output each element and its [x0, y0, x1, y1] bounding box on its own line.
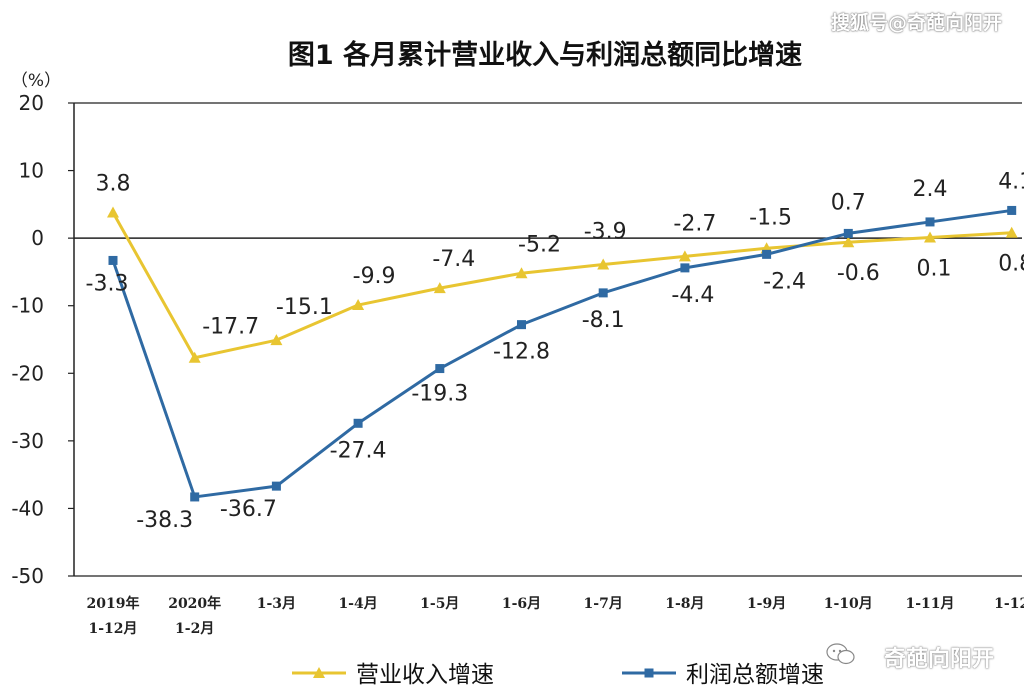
y-axis-unit-label: （%）	[11, 71, 61, 91]
data-label-profit: -19.3	[411, 382, 468, 407]
legend-label-profit: 利润总额增速	[686, 662, 824, 688]
x-tick-label: 2020年	[168, 595, 221, 612]
x-tick-label: 1-2月	[175, 621, 214, 637]
x-tick-label: 1-4月	[338, 596, 377, 612]
data-label-profit: 4.1	[998, 169, 1024, 194]
x-tick-label: 1-8月	[665, 596, 704, 612]
series-line-profit	[111, 208, 1012, 499]
legend-marker-revenue	[313, 667, 325, 678]
data-label-revenue: 0.1	[917, 256, 952, 281]
data-point-profit	[925, 217, 935, 227]
y-tick-label: 0	[31, 226, 44, 250]
y-tick-label: -40	[11, 496, 44, 520]
data-point-revenue	[597, 258, 610, 270]
data-point-profit	[353, 418, 363, 428]
data-point-profit	[843, 228, 853, 238]
x-tick-label: 1-12	[994, 596, 1024, 612]
y-tick-label: -50	[11, 564, 44, 588]
data-label-profit: 2.4	[913, 177, 948, 202]
data-point-revenue	[515, 267, 528, 279]
y-tick-label: 20	[19, 91, 44, 115]
series-line-revenue	[111, 211, 1012, 360]
data-label-revenue: -17.7	[202, 315, 259, 340]
data-point-profit	[435, 364, 445, 374]
data-point-revenue	[842, 236, 855, 248]
data-point-profit	[598, 288, 608, 298]
data-label-revenue: -5.2	[518, 232, 561, 257]
data-point-revenue	[678, 250, 691, 262]
y-tick-label: -10	[11, 294, 44, 318]
data-label-revenue: -7.4	[432, 247, 475, 272]
data-point-revenue	[270, 334, 283, 346]
x-tick-label: 1-3月	[257, 596, 296, 612]
data-label-revenue: -15.1	[276, 295, 333, 320]
y-tick-label: -30	[11, 429, 44, 453]
data-point-revenue	[107, 206, 119, 218]
x-tick-label: 1-7月	[584, 596, 623, 612]
data-label-profit: -3.3	[86, 271, 129, 296]
data-point-revenue	[924, 231, 936, 243]
wechat-icon	[826, 643, 855, 665]
data-point-revenue	[1005, 226, 1018, 238]
data-label-revenue: -0.6	[837, 261, 880, 286]
watermark-top: 搜狐号@奇葩向阳开	[830, 12, 1002, 34]
data-label-revenue: -9.9	[353, 264, 396, 289]
data-label-revenue: 0.8	[998, 252, 1024, 277]
data-point-profit	[271, 481, 281, 491]
data-label-profit: -27.4	[330, 438, 387, 463]
x-tick-label: 1-12月	[88, 621, 137, 637]
watermark-bottom: 奇葩向阳开	[883, 647, 994, 672]
data-point-revenue	[188, 351, 201, 363]
data-label-revenue: -1.5	[749, 205, 792, 230]
data-label-profit: -38.3	[136, 508, 193, 533]
data-label-profit: -36.7	[220, 497, 277, 522]
data-point-profit	[1007, 205, 1017, 215]
data-label-profit: -4.4	[671, 283, 714, 308]
x-tick-label: 1-5月	[420, 596, 459, 612]
data-point-profit	[680, 263, 690, 273]
legend-marker-profit	[644, 668, 654, 678]
x-tick-label: 1-11月	[905, 596, 954, 612]
data-label-profit: -2.4	[763, 269, 806, 294]
data-label-profit: 0.7	[831, 190, 866, 215]
data-label-revenue: 3.8	[96, 171, 131, 196]
y-tick-label: -20	[11, 361, 44, 385]
legend-label-revenue: 营业收入增速	[356, 662, 494, 688]
x-tick-label: 1-9月	[747, 596, 786, 612]
data-point-profit	[517, 320, 526, 330]
x-tick-label: 2019年	[87, 595, 140, 612]
x-tick-label: 1-10月	[824, 596, 873, 612]
y-tick-label: 10	[19, 159, 44, 183]
x-tick-label: 1-6月	[502, 596, 541, 612]
data-point-revenue	[352, 299, 365, 311]
data-point-profit	[190, 492, 200, 502]
data-label-profit: -12.8	[493, 340, 550, 365]
data-point-profit	[108, 255, 118, 265]
data-label-profit: -8.1	[582, 308, 625, 333]
data-point-profit	[762, 249, 772, 259]
chart-title: 图1 各月累计营业收入与利润总额同比增速	[288, 39, 802, 71]
data-point-revenue	[433, 282, 446, 294]
data-label-revenue: -3.9	[584, 219, 627, 244]
data-label-revenue: -2.7	[673, 211, 716, 236]
